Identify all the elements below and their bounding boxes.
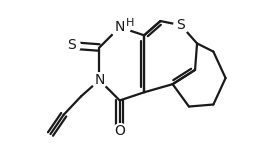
Text: O: O [114, 124, 125, 138]
Text: N: N [115, 20, 125, 34]
Text: H: H [126, 18, 134, 28]
Text: S: S [67, 39, 76, 52]
Text: N: N [94, 73, 104, 87]
Text: S: S [177, 18, 185, 32]
